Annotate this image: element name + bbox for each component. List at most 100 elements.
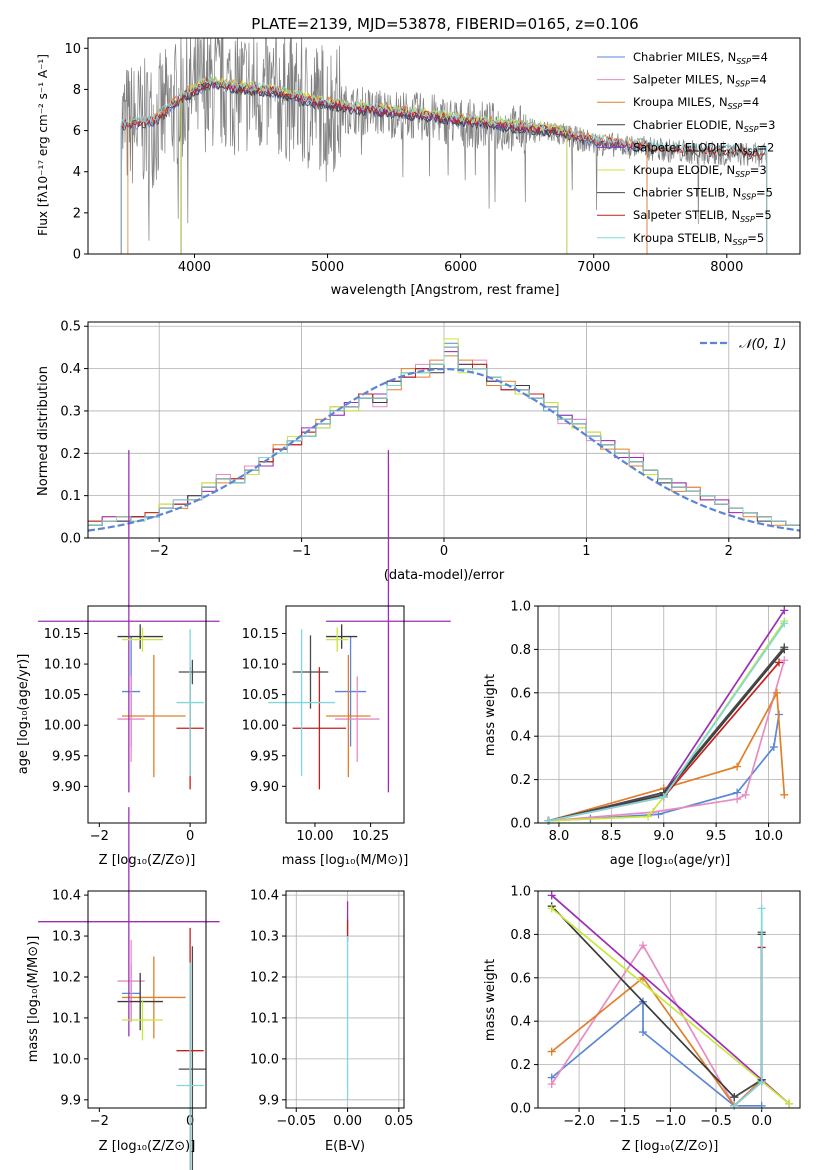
mass-weight-vs-metallicity-panel: −2.0 −1.5 −1.0 −0.5 0.0 0.0 0.2 0.4 0.6 0.8 1.0 [510, 885, 801, 1129]
y-tick-label: 9.9 [258, 1093, 279, 1108]
hist-ylabel: Normed distribution [36, 366, 51, 496]
legend-subscript: SSP [741, 193, 756, 202]
y-tick-label: 0.5 [60, 320, 81, 335]
legend-text: Salpeter ELODIE, N [633, 140, 743, 154]
model-spectrum [127, 76, 648, 254]
legend-value: =5 [756, 186, 773, 200]
plot-area [538, 891, 800, 1108]
series-marker [775, 658, 784, 667]
y-tick-label: 10.00 [242, 719, 279, 734]
y-tick-label: 10.10 [44, 658, 81, 673]
legend-value: =5 [747, 231, 764, 245]
y-tick-label: 10.0 [52, 1052, 81, 1067]
legend-subscript: SSP [728, 102, 743, 111]
plot-frame [285, 890, 405, 1109]
y-tick-label: 6 [73, 124, 81, 139]
mass-ebv-xlabel: E(B-V) [325, 1139, 365, 1154]
series-marker [638, 941, 647, 950]
spectrum-ylabel: Flux [fλ10⁻¹⁷ erg cm⁻² s⁻¹ A⁻¹] [36, 54, 50, 236]
x-tick-label: 8.5 [601, 829, 622, 844]
plot-frame [87, 890, 207, 1109]
age-vs-mass-panel: 10.00 10.25 9.90 9.95 10.00 10.05 10.10 10.15 [242, 450, 451, 844]
legend-text: Salpeter STELIB, N [633, 208, 740, 222]
y-tick-label: 10.15 [44, 627, 81, 642]
x-tick-label: 2 [725, 544, 733, 559]
x-tick-label: −0.05 [276, 1114, 316, 1129]
x-tick-label: −2 [90, 1114, 109, 1129]
x-tick-label: 0.0 [751, 1114, 772, 1129]
y-tick-label: 10.3 [250, 930, 279, 945]
y-tick-label: 10.05 [44, 688, 81, 703]
age-z-xlabel: Z [log₁₀(Z/Z⊙)] [99, 853, 196, 868]
plot-area [88, 606, 206, 823]
y-tick-label: 10.05 [242, 688, 279, 703]
legend-label: Kroupa ELODIE, NSSP=3 [633, 163, 767, 179]
age-z-ylabel: age [log₁₀(age/yr)] [16, 654, 31, 775]
y-tick-label: 10.2 [250, 970, 279, 985]
legend-value: =3 [759, 118, 776, 132]
legend-value: =3 [750, 163, 767, 177]
spectrum-xlabel: wavelength [Angstrom, rest frame] [331, 283, 560, 298]
x-tick-label: 10.00 [296, 829, 333, 844]
legend-value: =4 [742, 95, 759, 109]
mass-vs-metallicity-panel: −2 0 9.9 10.0 10.1 10.2 10.3 10.4 [38, 807, 220, 1170]
legend-text: Kroupa MILES, N [633, 95, 728, 109]
x-tick-label: 9.5 [706, 829, 727, 844]
x-tick-label: −1.0 [655, 1114, 687, 1129]
legend-text: Kroupa ELODIE, N [633, 163, 735, 177]
mass-z-ylabel: mass [log₁₀(M/M⊙)] [26, 936, 41, 1063]
x-tick-label: −1.5 [609, 1114, 641, 1129]
x-tick-label: 10.0 [754, 829, 783, 844]
y-tick-label: 10 [64, 42, 81, 57]
plot-frame [285, 605, 405, 824]
mass-z-xlabel: Z [log₁₀(Z/Z⊙)] [99, 1139, 196, 1154]
x-tick-label: 5000 [311, 260, 344, 275]
y-tick-label: 1.0 [510, 600, 531, 615]
observed-spectrum [120, 38, 767, 241]
x-tick-label: 0.05 [384, 1114, 413, 1129]
legend-label: Salpeter ELODIE, NSSP=2 [633, 140, 774, 156]
spectrum-title: PLATE=2139, MJD=53878, FIBERID=0165, z=0… [251, 15, 638, 33]
series-marker [769, 743, 778, 752]
legend-text: Kroupa STELIB, N [633, 231, 733, 245]
age-mass-xlabel: mass [log₁₀(M/M⊙)] [282, 853, 409, 868]
y-tick-label: 10.2 [52, 970, 81, 985]
y-tick-label: 0.0 [510, 817, 531, 832]
y-tick-label: 0.8 [510, 643, 531, 658]
y-tick-label: 8 [73, 83, 81, 98]
y-tick-label: 0.6 [510, 686, 531, 701]
y-tick-label: 0.3 [60, 404, 81, 419]
series-marker [780, 656, 789, 665]
y-tick-label: 2 [73, 206, 81, 221]
series-marker [780, 606, 789, 615]
legend-label: Salpeter MILES, NSSP=4 [633, 73, 767, 89]
x-tick-label: 6000 [444, 260, 477, 275]
y-tick-label: 0.6 [510, 971, 531, 986]
series-marker [733, 762, 742, 771]
series-marker [741, 790, 750, 799]
y-tick-label: 0.4 [60, 362, 81, 377]
y-tick-label: 0.0 [60, 532, 81, 547]
y-tick-label: 10.00 [44, 719, 81, 734]
legend-label: Chabrier STELIB, NSSP=5 [633, 186, 773, 202]
legend-text: Chabrier STELIB, N [633, 186, 741, 200]
series-line [551, 907, 790, 1105]
y-tick-label: 1.0 [510, 885, 531, 900]
legend-value: =4 [751, 50, 768, 64]
series-marker [780, 790, 789, 799]
y-tick-label: 10.3 [52, 930, 81, 945]
legend-subscript: SSP [736, 57, 751, 66]
residual-histogram-panel: −2 −1 0 1 2 0.0 0.1 0.2 0.3 0.4 0.5 𝒩(0, 1) [60, 320, 801, 559]
x-tick-label: 4000 [178, 260, 211, 275]
y-tick-label: 0.0 [510, 1102, 531, 1117]
x-tick-label: 0 [440, 544, 448, 559]
x-tick-label: −1 [292, 544, 311, 559]
x-tick-label: 0 [186, 829, 194, 844]
series-marker [757, 1077, 766, 1086]
series-marker [730, 1093, 739, 1102]
legend-value: =4 [750, 73, 767, 87]
series-marker [638, 1028, 647, 1037]
y-tick-label: 0.8 [510, 928, 531, 943]
legend-subscript: SSP [744, 125, 759, 134]
